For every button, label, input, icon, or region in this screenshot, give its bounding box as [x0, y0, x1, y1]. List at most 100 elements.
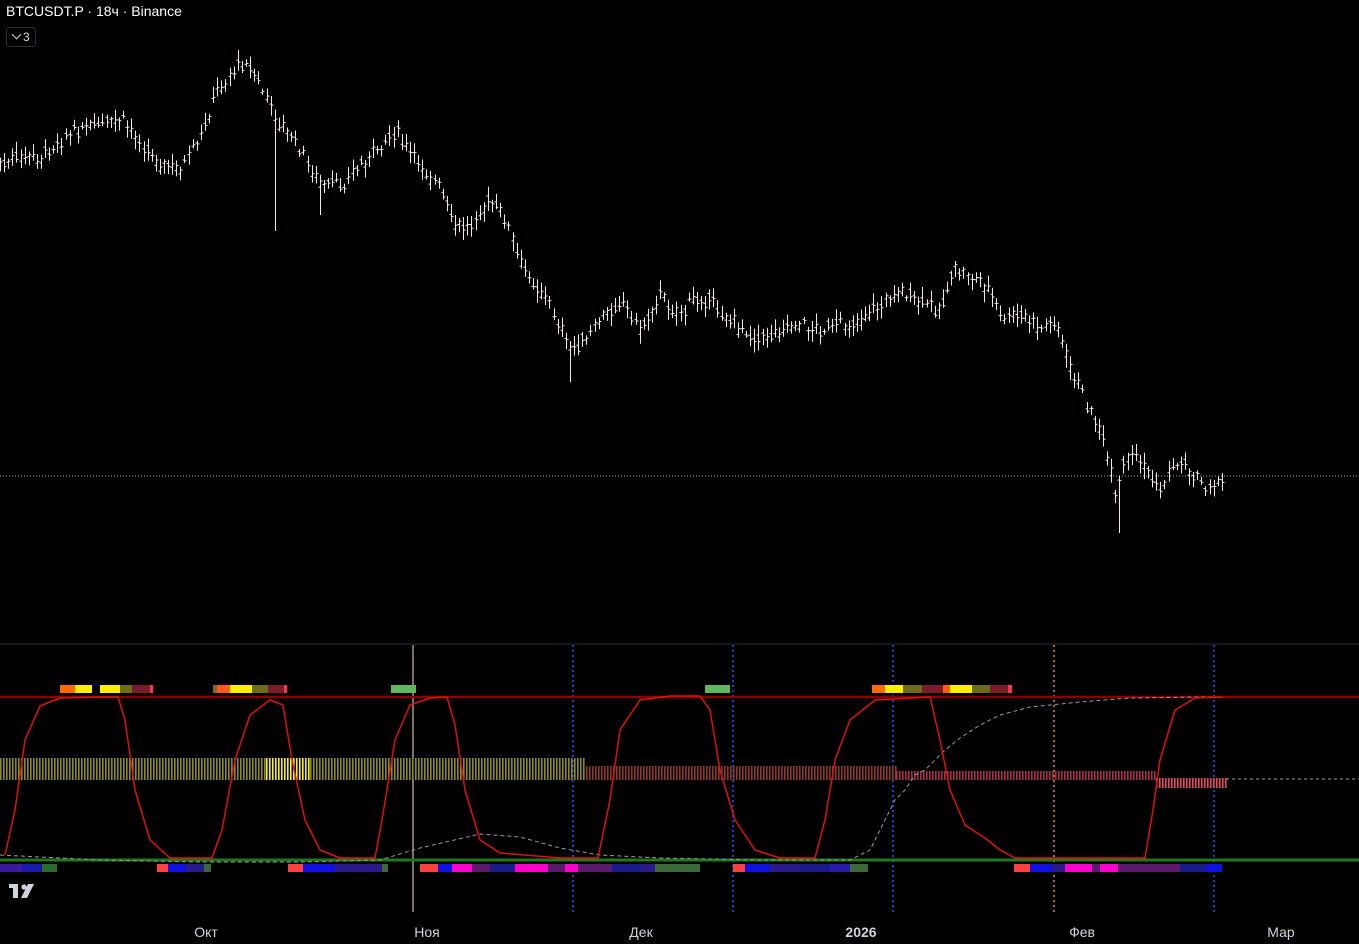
histogram-bar: [355, 758, 357, 780]
candle: [68, 130, 73, 146]
histogram-bar: [889, 766, 891, 780]
histogram-bar: [1165, 778, 1167, 788]
histogram-bar: [150, 758, 152, 780]
candle: [166, 159, 171, 175]
histogram-bar: [373, 758, 375, 780]
band-segment: [655, 864, 700, 872]
candle: [162, 159, 167, 174]
histogram-bar: [914, 771, 916, 780]
histogram-bar: [427, 758, 429, 780]
candle: [543, 286, 548, 305]
candle: [19, 149, 24, 169]
candle: [232, 66, 237, 80]
histogram-bar: [400, 758, 402, 780]
band-segment: [490, 864, 515, 872]
histogram-bar: [391, 758, 393, 780]
histogram-bar: [1148, 771, 1150, 780]
histogram-bar: [1121, 771, 1123, 780]
histogram-bar: [1073, 771, 1075, 780]
candle: [892, 285, 897, 303]
histogram-bar: [941, 771, 943, 780]
histogram-bar: [111, 758, 113, 780]
histogram-bar: [526, 758, 528, 780]
histogram-bar: [847, 766, 849, 780]
candle: [843, 322, 848, 336]
candle: [728, 314, 733, 329]
histogram-bar: [490, 758, 492, 780]
candle: [785, 314, 790, 333]
histogram-bar: [105, 758, 107, 780]
histogram-bar: [1168, 778, 1170, 788]
candle: [84, 117, 89, 136]
candle: [929, 290, 934, 313]
tradingview-logo-icon[interactable]: [9, 884, 34, 898]
histogram-bar: [965, 771, 967, 780]
histogram-bar: [493, 758, 495, 780]
candle: [1130, 445, 1135, 466]
histogram-bar: [502, 758, 504, 780]
candle: [916, 296, 921, 315]
histogram-bar: [252, 758, 254, 780]
histogram-bar: [706, 766, 708, 780]
histogram-bar: [30, 758, 32, 780]
symbol-title[interactable]: BTCUSDT.P · 18ч · Binance: [6, 3, 182, 19]
histogram-bar: [496, 758, 498, 780]
histogram-bar: [865, 766, 867, 780]
histogram-bar: [529, 758, 531, 780]
histogram-bar: [219, 758, 221, 780]
candle: [597, 317, 602, 330]
histogram-bar: [138, 758, 140, 780]
candle: [23, 146, 28, 165]
histogram-bar: [983, 771, 985, 780]
histogram-bar: [96, 758, 98, 780]
candles: [0, 49, 1225, 533]
candle: [539, 282, 544, 300]
band-segment: [132, 685, 150, 693]
candle: [387, 125, 392, 146]
band-segment: [157, 864, 168, 872]
candle: [351, 159, 356, 181]
candle: [47, 147, 52, 161]
candle: [1064, 343, 1069, 368]
histogram-bar: [694, 766, 696, 780]
candle: [392, 126, 397, 148]
band-segment: [100, 685, 120, 693]
histogram-bar: [469, 758, 471, 780]
histogram-bar: [772, 766, 774, 780]
candle: [0, 157, 3, 172]
histogram-bar: [87, 758, 89, 780]
indicator-pane[interactable]: [0, 645, 1359, 912]
price-pane[interactable]: [0, 49, 1359, 533]
histogram-bar: [243, 758, 245, 780]
histogram-bar: [108, 758, 110, 780]
candle: [498, 202, 503, 218]
histogram-bar: [634, 766, 636, 780]
band-segment: [950, 685, 972, 693]
time-axis[interactable]: Окт Ноя Дек 2026 Фев Мар: [194, 924, 1295, 940]
band-segment: [303, 864, 335, 872]
band-segment: [1092, 864, 1100, 872]
candle: [273, 109, 278, 231]
histogram-bar: [424, 758, 426, 780]
histogram-bar: [1055, 771, 1057, 780]
histogram-bar: [117, 758, 119, 780]
candle: [863, 306, 868, 322]
candle: [847, 320, 852, 338]
histogram-bar: [475, 758, 477, 780]
histogram-bar: [1130, 771, 1132, 780]
histogram-bar: [871, 766, 873, 780]
candle: [629, 310, 634, 326]
candle: [884, 292, 889, 308]
histogram-bar: [246, 758, 248, 780]
band-segment: [472, 864, 490, 872]
candle: [1126, 452, 1131, 471]
band-segment: [1030, 864, 1052, 872]
histogram-bar: [697, 766, 699, 780]
candle: [1146, 465, 1151, 479]
candle: [1089, 406, 1094, 416]
histogram-bar: [1106, 771, 1108, 780]
candle: [1039, 324, 1044, 333]
indicator-legend-toggle[interactable]: 3: [6, 27, 36, 47]
candle: [986, 275, 991, 293]
